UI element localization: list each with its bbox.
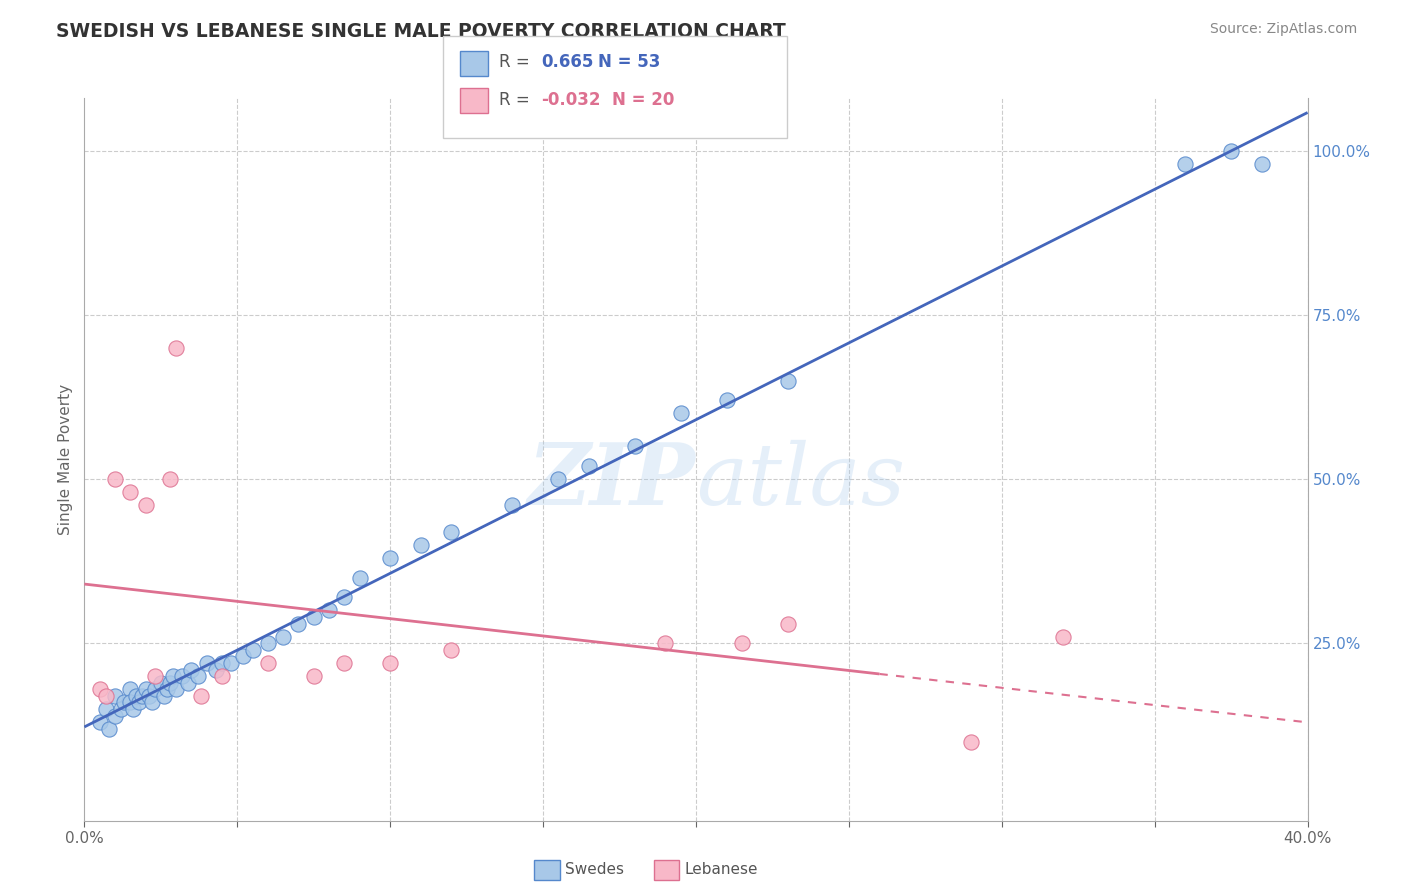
Point xyxy=(211,656,233,670)
Text: Lebanese: Lebanese xyxy=(685,863,758,877)
Point xyxy=(162,669,184,683)
Point xyxy=(302,669,325,683)
Point xyxy=(195,656,218,670)
Point xyxy=(380,550,402,565)
Point xyxy=(159,472,181,486)
Point xyxy=(172,669,194,683)
Point xyxy=(186,669,208,683)
Point xyxy=(1250,157,1272,171)
Point xyxy=(333,656,356,670)
Point xyxy=(380,656,402,670)
Text: atlas: atlas xyxy=(696,440,905,523)
Point xyxy=(128,695,150,709)
Point xyxy=(211,669,233,683)
Point xyxy=(156,682,179,697)
Point xyxy=(112,695,135,709)
Point xyxy=(190,689,212,703)
Point xyxy=(318,603,340,617)
Point xyxy=(257,636,280,650)
Point xyxy=(120,485,142,500)
Text: 0.665: 0.665 xyxy=(541,54,593,71)
Point xyxy=(776,616,799,631)
Point xyxy=(153,689,176,703)
Point xyxy=(409,538,432,552)
Point xyxy=(159,675,181,690)
Point xyxy=(143,669,166,683)
Point xyxy=(349,571,371,585)
Point xyxy=(104,472,127,486)
Point xyxy=(94,702,117,716)
Point xyxy=(165,341,187,355)
Point xyxy=(1174,157,1197,171)
Y-axis label: Single Male Poverty: Single Male Poverty xyxy=(58,384,73,535)
Point xyxy=(960,735,983,749)
Point xyxy=(624,439,647,453)
Text: ZIP: ZIP xyxy=(529,439,696,523)
Point xyxy=(242,643,264,657)
Point xyxy=(165,682,187,697)
Point xyxy=(89,715,111,730)
Point xyxy=(122,702,145,716)
Point xyxy=(287,616,309,631)
Point xyxy=(125,689,148,703)
Point xyxy=(731,636,754,650)
Point xyxy=(120,682,142,697)
Point xyxy=(141,695,163,709)
Point xyxy=(138,689,160,703)
Point xyxy=(257,656,280,670)
Point xyxy=(654,636,676,650)
Point xyxy=(219,656,242,670)
Point xyxy=(104,708,127,723)
Point xyxy=(669,406,692,420)
Point xyxy=(716,393,738,408)
Point xyxy=(177,675,200,690)
Point xyxy=(1220,144,1243,158)
Point xyxy=(232,649,254,664)
Point xyxy=(440,643,463,657)
Text: R =: R = xyxy=(499,54,536,71)
Text: N = 20: N = 20 xyxy=(612,91,673,109)
Point xyxy=(180,663,202,677)
Text: SWEDISH VS LEBANESE SINGLE MALE POVERTY CORRELATION CHART: SWEDISH VS LEBANESE SINGLE MALE POVERTY … xyxy=(56,22,786,41)
Point xyxy=(149,675,172,690)
Point xyxy=(135,499,157,513)
Point xyxy=(271,630,294,644)
Point xyxy=(502,499,524,513)
Point xyxy=(94,689,117,703)
Text: Source: ZipAtlas.com: Source: ZipAtlas.com xyxy=(1209,22,1357,37)
Point xyxy=(1052,630,1074,644)
Point xyxy=(97,722,120,736)
Point xyxy=(131,689,153,703)
Point xyxy=(104,689,127,703)
Point xyxy=(135,682,157,697)
Text: -0.032: -0.032 xyxy=(541,91,600,109)
Text: Swedes: Swedes xyxy=(565,863,624,877)
Text: N = 53: N = 53 xyxy=(598,54,659,71)
Point xyxy=(302,610,325,624)
Point xyxy=(776,374,799,388)
Point xyxy=(333,591,356,605)
Point xyxy=(89,682,111,697)
Point xyxy=(120,695,142,709)
Point xyxy=(110,702,132,716)
Point xyxy=(547,472,569,486)
Text: R =: R = xyxy=(499,91,536,109)
Point xyxy=(205,663,228,677)
Point xyxy=(440,524,463,539)
Point xyxy=(143,682,166,697)
Point xyxy=(578,458,600,473)
